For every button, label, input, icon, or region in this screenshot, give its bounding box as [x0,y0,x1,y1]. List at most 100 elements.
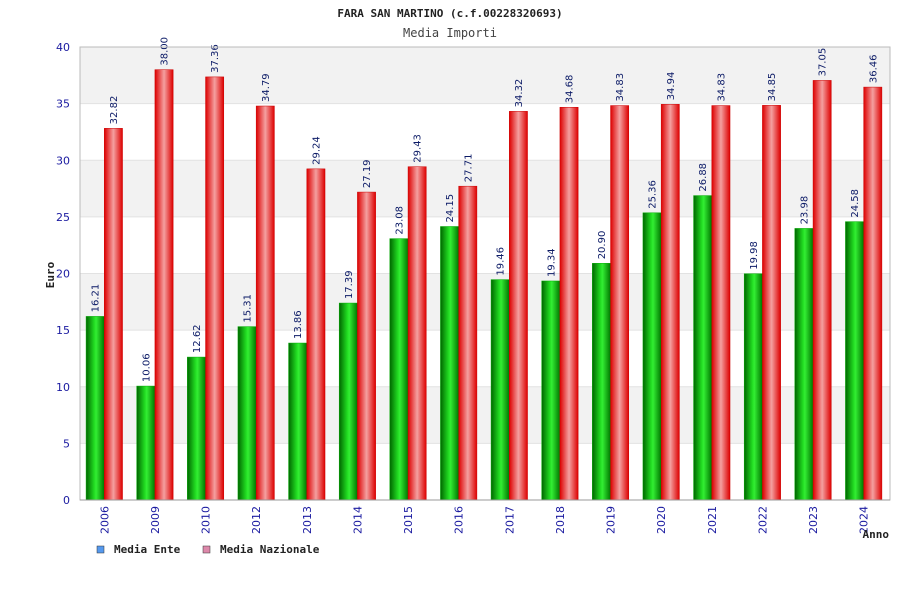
bar-media-nazionale [559,106,579,501]
value-label: 34.94 [666,72,677,101]
bar-media-nazionale [711,105,731,501]
value-label: 15.31 [243,294,254,323]
value-label: 23.98 [799,196,810,225]
bar-media-ente [338,302,358,501]
bar-media-ente [592,263,611,501]
x-tick-label: 2020 [655,506,668,534]
legend-label-media-nazionale: Media Nazionale [220,543,320,556]
value-label: 17.39 [344,270,355,299]
y-tick-label: 20 [56,268,70,281]
y-tick-label: 30 [56,154,70,167]
value-label: 10.06 [141,353,152,382]
value-label: 23.08 [394,206,405,235]
value-label: 24.58 [850,189,861,218]
legend: Media Ente Media Nazionale [96,543,320,556]
bar-media-nazionale [154,69,174,501]
y-tick-label: 0 [63,494,70,507]
x-tick-label: 2015 [402,506,415,534]
value-label: 37.05 [818,48,829,77]
x-tick-label: 2009 [149,506,162,534]
x-tick-label: 2018 [554,506,567,534]
x-tick-label: 2024 [858,506,871,534]
bar-media-nazionale [660,104,680,501]
bars [85,69,883,501]
bar-media-nazionale [104,128,123,501]
value-label: 16.21 [91,284,102,313]
chart-subtitle: Media Importi [403,26,497,40]
bar-media-ente [136,385,156,501]
y-axis-ticks: 0 5 10 15 20 25 30 35 40 [56,41,70,507]
value-label: 27.71 [463,154,474,183]
bar-media-ente [693,195,713,501]
value-label: 27.19 [362,159,373,188]
value-label: 29.43 [413,134,424,163]
value-label: 34.32 [514,79,525,108]
bar-media-nazionale [762,105,781,501]
bar-media-ente [541,280,561,501]
bar-media-nazionale [863,86,883,501]
bar-media-ente [85,316,105,501]
value-label: 13.86 [293,310,304,339]
bar-media-nazionale [509,111,528,501]
bar-media-ente [794,228,814,501]
value-label: 12.62 [192,324,203,353]
x-tick-label: 2012 [250,506,263,534]
y-tick-label: 40 [56,41,70,54]
bar-media-ente [187,356,206,501]
x-tick-label: 2019 [605,506,618,534]
value-label: 29.24 [311,136,322,165]
value-label: 32.82 [109,96,120,125]
x-axis-ticks: 2006 2009 2010 2012 2013 2014 2015 2016 2017 2018… [98,506,870,534]
x-tick-label: 2023 [807,506,820,534]
value-label: 24.15 [445,194,456,223]
y-tick-label: 25 [56,211,70,224]
x-tick-label: 2016 [453,506,466,534]
bar-media-nazionale [610,105,630,501]
x-tick-label: 2013 [301,506,314,534]
y-tick-label: 35 [56,98,70,111]
value-label: 37.36 [210,44,221,73]
bar-media-nazionale [812,80,832,501]
x-tick-label: 2010 [200,506,213,534]
chart-title: FARA SAN MARTINO (c.f.00228320693) [337,7,562,20]
bar-media-ente [440,226,459,501]
bar-media-ente [490,279,510,501]
y-axis-label: Euro [44,261,57,288]
value-labels: 16.21 32.82 10.06 38.00 12.62 37.36 15.31 34.79… [91,37,880,382]
value-label: 19.34 [546,248,557,277]
x-tick-label: 2014 [351,506,364,534]
value-label: 34.85 [767,73,778,102]
value-label: 25.36 [648,180,659,209]
legend-swatch-media-ente [96,545,105,554]
x-tick-label: 2017 [503,506,516,534]
legend-label-media-ente: Media Ente [114,543,181,556]
bar-media-nazionale [407,166,427,501]
value-label: 34.83 [716,73,727,102]
y-tick-label: 15 [56,324,70,337]
value-label: 19.98 [749,241,760,270]
value-label: 26.88 [698,163,709,192]
value-label: 34.83 [615,73,626,102]
value-label: 34.68 [565,75,576,104]
bar-media-nazionale [306,168,326,501]
bar-media-ente [389,238,409,501]
value-label: 38.00 [160,37,171,66]
bar-media-ente [237,326,257,501]
bar-media-ente [288,342,308,501]
bar-media-nazionale [205,76,225,501]
y-tick-label: 10 [56,381,70,394]
bar-media-ente [743,273,763,501]
y-tick-label: 5 [63,437,70,450]
x-tick-label: 2006 [98,506,111,534]
value-label: 19.46 [496,247,507,276]
value-label: 36.46 [868,54,879,83]
x-tick-label: 2021 [706,506,719,534]
legend-swatch-media-nazionale [202,545,211,554]
value-label: 34.79 [261,73,272,102]
bar-media-nazionale [458,185,478,501]
value-label: 20.90 [597,231,608,260]
bar-media-nazionale [255,105,275,501]
x-tick-label: 2022 [756,506,769,534]
bar-media-ente [845,221,864,501]
